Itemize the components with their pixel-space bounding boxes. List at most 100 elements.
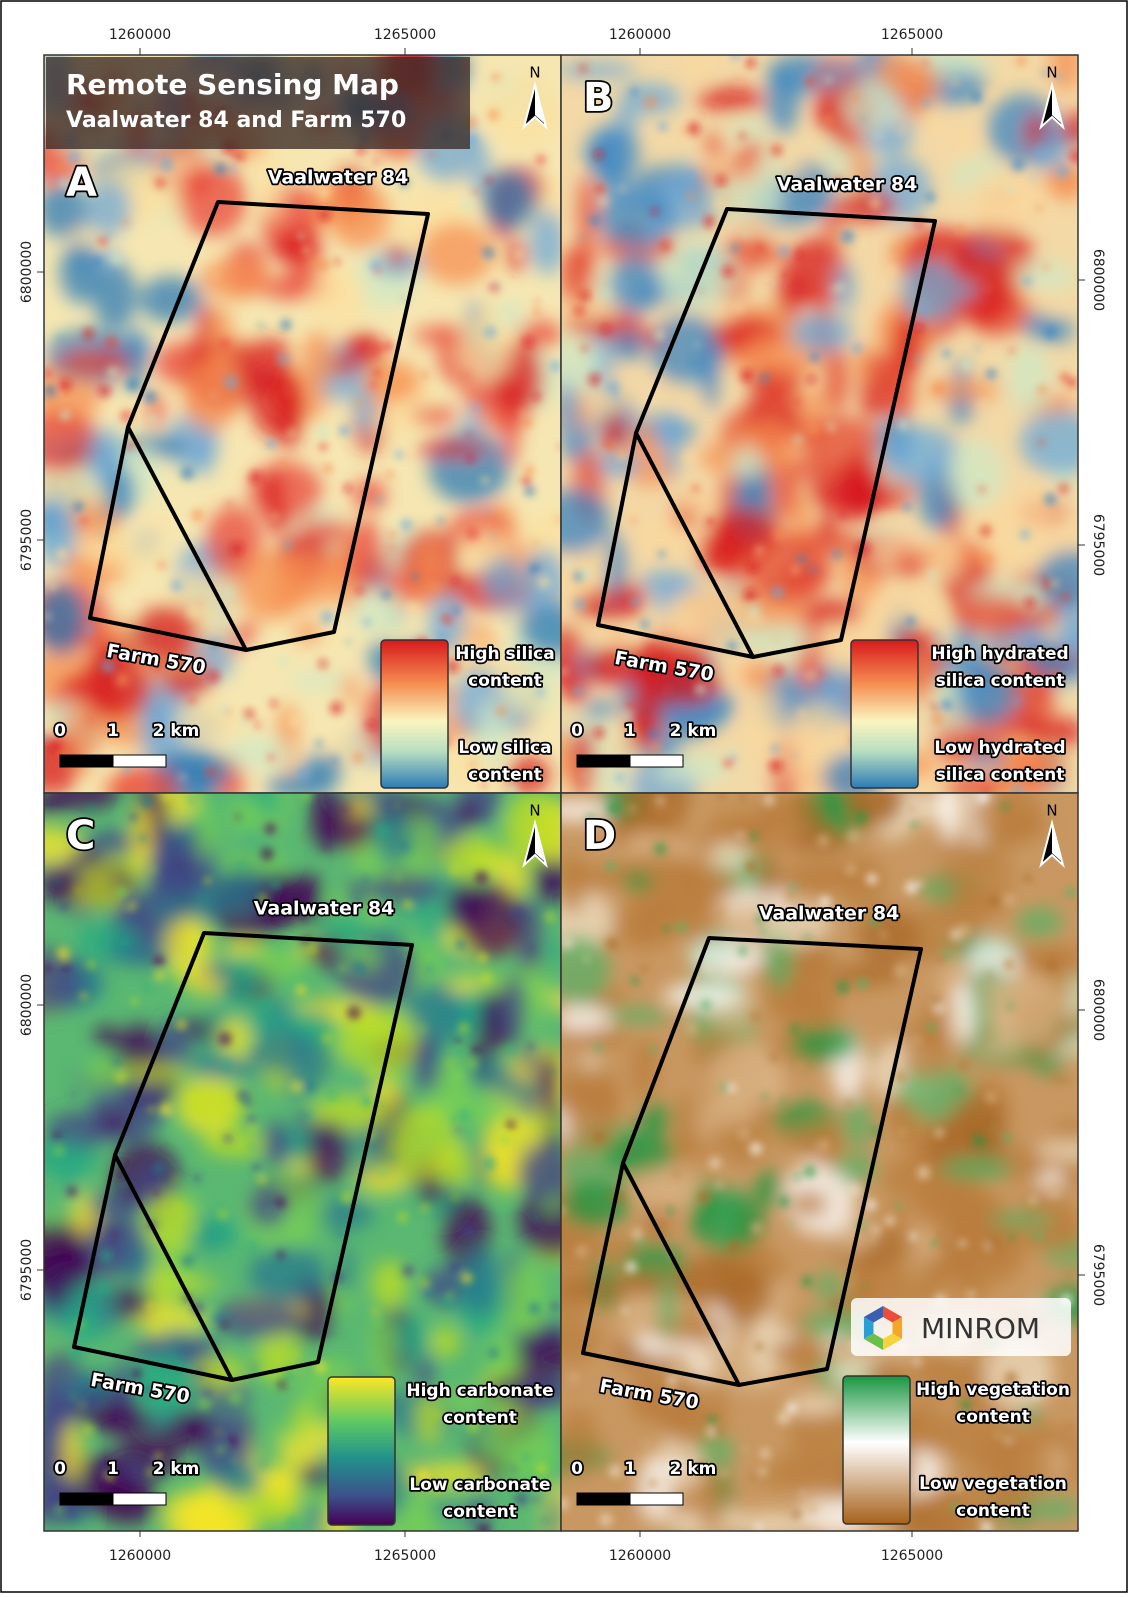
raster-speck (331, 757, 338, 764)
raster-speck (191, 509, 204, 522)
raster-speck (388, 530, 397, 539)
raster-blob (1020, 410, 1102, 475)
map-title: Remote Sensing Map (66, 68, 399, 101)
scale-label: 2 km (153, 721, 200, 741)
raster-speck (550, 360, 562, 372)
raster-speck (264, 823, 276, 835)
raster-blob (700, 334, 720, 409)
raster-speck (836, 981, 849, 994)
raster-speck (672, 1170, 680, 1178)
raster-speck (202, 1390, 212, 1400)
raster-speck (252, 1366, 257, 1371)
legend-ramp (843, 1376, 910, 1524)
raster-speck (536, 1463, 548, 1475)
raster-blob (301, 331, 336, 387)
raster-speck (403, 900, 412, 909)
raster-blob (222, 849, 286, 872)
raster-blob (87, 1192, 141, 1218)
raster-speck (940, 699, 952, 711)
raster-blob (817, 515, 837, 539)
raster-speck (466, 527, 479, 540)
raster-speck (816, 670, 823, 677)
raster-speck (294, 919, 300, 925)
raster-speck (716, 1182, 722, 1188)
raster-speck (83, 328, 95, 340)
raster-speck (209, 1307, 216, 1314)
raster-blob (889, 1100, 917, 1143)
legend-high-label: content (956, 1407, 1030, 1427)
raster-speck (249, 1144, 254, 1149)
raster-speck (750, 1011, 762, 1023)
raster-blob (350, 798, 372, 817)
raster-speck (985, 1092, 996, 1103)
raster-speck (147, 1106, 154, 1113)
raster-speck (599, 1513, 612, 1526)
scale-label: 1 (624, 1459, 636, 1479)
raster-blob (36, 499, 77, 567)
raster-speck (922, 60, 928, 66)
raster-speck (328, 1092, 335, 1099)
raster-speck (153, 1190, 159, 1196)
raster-blob (302, 753, 343, 783)
raster-speck (218, 1211, 227, 1220)
raster-speck (382, 341, 394, 353)
raster-speck (681, 128, 687, 134)
raster-speck (639, 964, 649, 974)
raster-blob (659, 1273, 677, 1338)
raster-speck (492, 534, 497, 539)
raster-speck (693, 359, 698, 364)
raster-speck (1044, 493, 1057, 506)
raster-speck (316, 739, 323, 746)
legend-low-label: silica content (936, 765, 1065, 785)
raster-speck (101, 1250, 113, 1262)
raster-speck (869, 197, 881, 209)
raster-blob (414, 1034, 441, 1094)
raster-speck (615, 633, 620, 638)
raster-speck (266, 439, 276, 449)
raster-speck (905, 881, 918, 894)
raster-speck (157, 560, 166, 569)
raster-speck (872, 1225, 881, 1234)
raster-speck (856, 927, 863, 934)
raster-image (522, 758, 1110, 1557)
raster-speck (229, 1391, 243, 1405)
legend-low-label: Low vegetation (919, 1474, 1067, 1494)
raster-speck (749, 1473, 757, 1481)
raster-blob (639, 570, 695, 596)
raster-speck (378, 1102, 383, 1107)
raster-speck (1005, 1432, 1014, 1441)
raster-speck (153, 955, 165, 967)
raster-speck (737, 832, 742, 837)
raster-speck (755, 1342, 764, 1351)
raster-speck (792, 1509, 802, 1519)
raster-speck (985, 368, 997, 380)
scale-bar-black (60, 755, 113, 767)
raster-speck (685, 1022, 698, 1035)
scale-label: 0 (571, 1459, 583, 1479)
raster-speck (394, 874, 401, 881)
panel-letter: C (66, 813, 95, 859)
raster-speck (644, 96, 657, 109)
raster-speck (804, 934, 810, 940)
raster-speck (749, 1142, 762, 1155)
raster-speck (755, 546, 763, 554)
raster-speck (344, 484, 352, 492)
raster-blob (1026, 1496, 1081, 1520)
raster-speck (390, 1154, 394, 1158)
raster-speck (857, 978, 869, 990)
page: Remote Sensing MapVaalwater 84 and Farm … (0, 0, 1128, 1593)
raster-speck (1009, 1235, 1014, 1240)
raster-speck (113, 1057, 122, 1066)
raster-blob (411, 407, 458, 425)
raster-blob (895, 551, 925, 579)
raster-speck (486, 66, 491, 71)
raster-speck (298, 768, 310, 780)
raster-blob (717, 1269, 771, 1325)
raster-speck (163, 157, 170, 164)
raster-blob (230, 799, 266, 833)
raster-blob (727, 120, 769, 142)
x-coordinate-label: 1265000 (374, 1548, 436, 1564)
raster-speck (170, 580, 182, 592)
raster-speck (180, 774, 186, 780)
raster-speck (1020, 530, 1030, 540)
